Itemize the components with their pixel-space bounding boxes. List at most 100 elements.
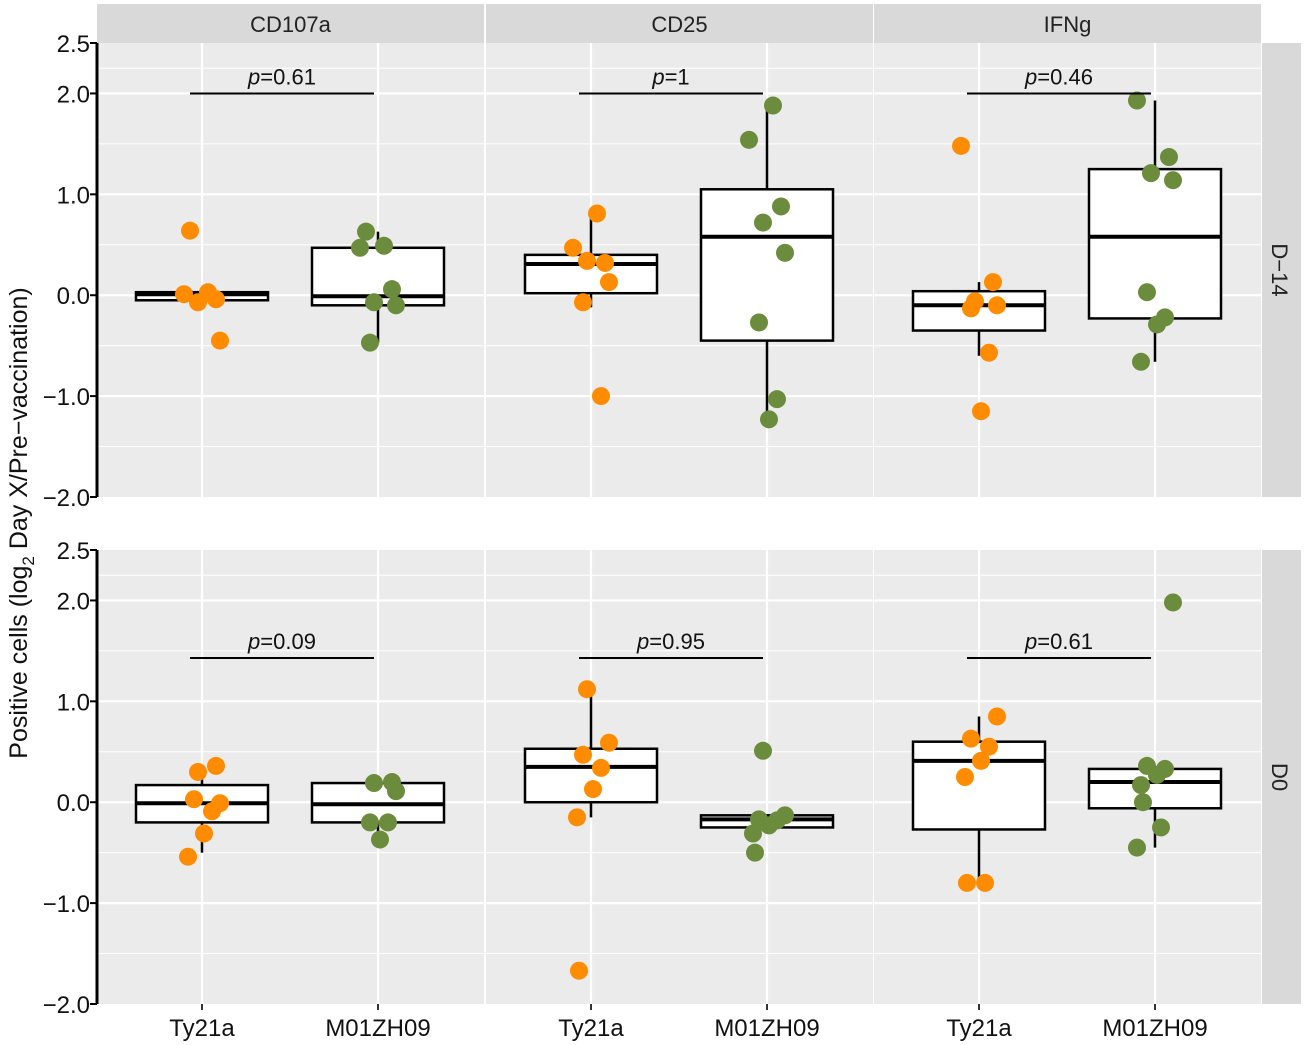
x-tick-label: M01ZH09 (1102, 1015, 1207, 1042)
x-tick-label: Ty21a (946, 1015, 1012, 1042)
data-point-m01zh09 (371, 830, 389, 849)
data-point-ty21a (211, 331, 229, 350)
data-point-ty21a (592, 758, 610, 777)
data-point-m01zh09 (1160, 148, 1178, 167)
p-symbol: p (247, 64, 260, 89)
data-point-m01zh09 (764, 96, 782, 115)
x-tick-label: Ty21a (169, 1015, 235, 1042)
y-tick-label: 0.0 (57, 283, 90, 310)
data-point-m01zh09 (365, 293, 383, 312)
data-point-ty21a (203, 802, 221, 821)
data-point-ty21a (195, 824, 213, 843)
data-point-ty21a (207, 756, 225, 775)
x-tick-label: M01ZH09 (325, 1015, 430, 1042)
data-point-ty21a (181, 221, 199, 240)
data-point-m01zh09 (768, 390, 786, 409)
panel (97, 550, 484, 1004)
data-point-ty21a (568, 808, 586, 827)
data-point-ty21a (207, 290, 225, 309)
panel-data: p=1 (523, 64, 835, 429)
data-point-m01zh09 (357, 222, 375, 241)
box (699, 188, 835, 342)
row-strip (1262, 550, 1301, 1004)
p-value: =0.09 (260, 629, 316, 654)
column-strip (486, 4, 873, 43)
data-point-ty21a (189, 293, 207, 312)
y-axis-label: Positive cells (log2 Day X/Pre−vaccinati… (5, 287, 38, 758)
data-point-ty21a (958, 873, 976, 892)
p-value-label: p=0.61 (247, 64, 316, 89)
data-point-ty21a (976, 873, 994, 892)
data-point-ty21a (600, 273, 618, 292)
panel-data: p=0.61 (134, 64, 446, 352)
x-tick-label: M01ZH09 (714, 1015, 819, 1042)
p-value-label: p=1 (651, 64, 689, 89)
y-tick-label: 1.0 (57, 689, 90, 716)
p-value-label: p=0.95 (636, 629, 705, 654)
p-symbol: p (636, 629, 649, 654)
data-point-m01zh09 (760, 816, 778, 835)
data-point-m01zh09 (776, 243, 794, 262)
data-point-m01zh09 (1164, 171, 1182, 190)
panel-data: p=0.09 (134, 629, 446, 866)
data-point-m01zh09 (365, 774, 383, 793)
data-point-m01zh09 (1164, 593, 1182, 612)
data-point-ty21a (578, 251, 596, 270)
x-tick-label: Ty21a (558, 1015, 624, 1042)
data-point-ty21a (988, 296, 1006, 315)
data-point-m01zh09 (760, 410, 778, 429)
y-tick-label: 2.0 (57, 588, 90, 615)
data-point-m01zh09 (746, 843, 764, 862)
data-point-m01zh09 (1132, 352, 1150, 371)
p-value-label: p=0.61 (1024, 629, 1093, 654)
data-point-m01zh09 (1152, 818, 1170, 837)
y-tick-label: −1.0 (43, 384, 90, 411)
data-point-ty21a (584, 780, 602, 799)
data-point-ty21a (588, 204, 606, 223)
data-point-m01zh09 (375, 236, 393, 255)
y-tick-label: 0.0 (57, 790, 90, 817)
y-tick-label: −2.0 (43, 485, 90, 512)
data-point-m01zh09 (379, 813, 397, 832)
row-strip (1262, 43, 1301, 497)
data-point-ty21a (592, 387, 610, 406)
data-point-m01zh09 (383, 280, 401, 299)
data-point-ty21a (972, 402, 990, 421)
data-point-m01zh09 (1132, 776, 1150, 795)
y-tick-label: 2.0 (57, 81, 90, 108)
data-point-m01zh09 (1148, 315, 1166, 334)
data-point-m01zh09 (772, 197, 790, 216)
panel-data: p=0.46 (911, 64, 1223, 421)
data-point-ty21a (980, 343, 998, 362)
data-point-ty21a (600, 733, 618, 752)
y-tick-label: −2.0 (43, 992, 90, 1019)
data-point-ty21a (175, 285, 193, 304)
p-symbol: p (1024, 629, 1037, 654)
data-point-ty21a (980, 737, 998, 756)
data-point-m01zh09 (387, 296, 405, 315)
data-point-m01zh09 (750, 313, 768, 332)
data-point-m01zh09 (1148, 765, 1166, 784)
data-point-m01zh09 (1128, 838, 1146, 857)
p-symbol: p (1024, 64, 1037, 89)
data-point-ty21a (962, 729, 980, 748)
y-tick-label: 2.5 (57, 538, 90, 565)
data-point-m01zh09 (387, 782, 405, 801)
data-point-m01zh09 (754, 741, 772, 760)
data-point-ty21a (574, 293, 592, 312)
data-point-ty21a (189, 762, 207, 781)
data-point-ty21a (179, 847, 197, 866)
panel-data: p=0.61 (911, 593, 1223, 892)
p-value: =1 (665, 64, 690, 89)
column-strip-label: IFNg (1044, 12, 1092, 37)
column-strip-label: CD25 (651, 12, 707, 37)
data-point-ty21a (574, 745, 592, 764)
y-tick-label: 2.5 (57, 31, 90, 58)
data-point-ty21a (596, 253, 614, 272)
data-point-ty21a (972, 751, 990, 770)
data-point-ty21a (570, 961, 588, 980)
column-strip-label: CD107a (250, 12, 331, 37)
data-point-m01zh09 (740, 130, 758, 149)
y-tick-label: 1.0 (57, 182, 90, 209)
